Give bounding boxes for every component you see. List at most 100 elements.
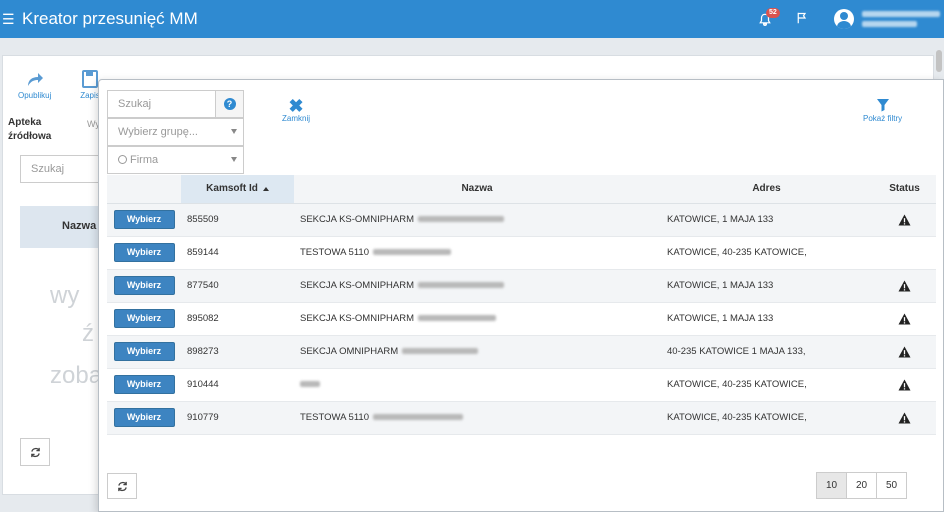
address-cell: KATOWICE, 1 MAJA 133 [660, 269, 873, 303]
name-cell: SEKCJA OMNIPHARM [294, 335, 660, 369]
status-cell [873, 236, 936, 270]
help-button[interactable]: ? [215, 90, 244, 118]
filter-icon [876, 99, 889, 112]
status-cell [873, 203, 936, 237]
select-cell: Wybierz [107, 302, 181, 336]
select-button[interactable]: Wybierz [113, 276, 175, 295]
flag-icon[interactable] [796, 12, 812, 27]
table-row: Wybierz 910779 TESTOWA 5110 KATOWICE, 40-23… [107, 401, 936, 435]
save-button[interactable]: Zapis [80, 70, 100, 100]
select-cell: Wybierz [107, 203, 181, 237]
pharmacy-picker-modal: Szukaj ? Wybierz grupę... Firma ✖ Zamkni… [98, 79, 944, 512]
background-small-label: Wy [87, 119, 100, 129]
select-button[interactable]: Wybierz [113, 342, 175, 361]
table-row: Wybierz 855509 SEKCJA KS-OMNIPHARM KATOWICE… [107, 203, 936, 237]
show-filters-button[interactable]: Pokaż filtry [863, 98, 902, 123]
warning-icon [898, 345, 911, 358]
redacted-name [418, 216, 505, 223]
background-empty-text-3: zoba [50, 362, 103, 389]
background-refresh-button[interactable] [20, 438, 50, 466]
select-button[interactable]: Wybierz [113, 243, 175, 262]
modal-refresh-button[interactable] [107, 473, 137, 499]
select-cell: Wybierz [107, 236, 181, 270]
warning-icon [898, 213, 911, 226]
redacted-name [418, 315, 497, 322]
status-cell [873, 269, 936, 303]
save-icon [82, 70, 98, 88]
redacted-name [373, 414, 463, 421]
background-name-header[interactable]: Nazwa [20, 206, 110, 248]
group-select[interactable]: Wybierz grupę... [107, 118, 244, 146]
warning-icon [898, 279, 911, 292]
close-button[interactable]: ✖ Zamknij [282, 96, 311, 123]
table-row: Wybierz 910444 KATOWICE, 40-235 KATOWICE, [107, 368, 936, 402]
name-column-header[interactable]: Nazwa [294, 175, 660, 204]
refresh-icon [30, 447, 40, 457]
status-cell [873, 401, 936, 435]
firm-select[interactable]: Firma [107, 146, 244, 174]
sort-ascending-icon [262, 186, 269, 191]
address-column-header[interactable]: Adres [660, 175, 873, 204]
table-header-row: Kamsoft Id Nazwa Adres Status [107, 175, 936, 204]
search-icon [118, 155, 127, 164]
modal-search-input[interactable]: Szukaj [107, 90, 216, 118]
user-name-redacted[interactable] [862, 6, 940, 32]
status-cell [873, 368, 936, 402]
kamsoft-id-cell: 910779 [181, 401, 294, 435]
name-cell: TESTOWA 5110 [294, 401, 660, 435]
redacted-name [300, 381, 320, 388]
select-button[interactable]: Wybierz [113, 375, 175, 394]
status-column-header[interactable]: Status [873, 175, 936, 204]
avatar[interactable] [834, 9, 854, 29]
kamsoft-id-column-header[interactable]: Kamsoft Id [181, 175, 294, 204]
page-scrollbar[interactable] [936, 50, 942, 72]
page-size-20[interactable]: 20 [846, 472, 877, 499]
menu-icon[interactable]: ☰ [2, 10, 15, 27]
select-button[interactable]: Wybierz [113, 309, 175, 328]
select-cell: Wybierz [107, 368, 181, 402]
warning-icon [898, 411, 911, 424]
status-cell [873, 302, 936, 336]
background-search-input[interactable]: Szukaj [20, 155, 110, 183]
page-size-50[interactable]: 50 [876, 472, 907, 499]
address-cell: KATOWICE, 1 MAJA 133 [660, 302, 873, 336]
select-button[interactable]: Wybierz [113, 210, 175, 229]
close-icon: ✖ [288, 96, 304, 116]
warning-icon [898, 312, 911, 325]
share-icon [27, 73, 43, 86]
select-cell: Wybierz [107, 335, 181, 369]
name-cell: SEKCJA KS-OMNIPHARM [294, 203, 660, 237]
address-cell: KATOWICE, 40-235 KATOWICE, [660, 236, 873, 270]
table-row: Wybierz 859144 TESTOWA 5110 KATOWICE, 40-23… [107, 236, 936, 270]
warning-icon [898, 378, 911, 391]
select-cell: Wybierz [107, 401, 181, 435]
name-cell [294, 368, 660, 402]
kamsoft-id-cell: 898273 [181, 335, 294, 369]
name-cell: TESTOWA 5110 [294, 236, 660, 270]
redacted-name [402, 348, 479, 355]
background-empty-text-1: wy [50, 282, 80, 309]
publish-button[interactable]: Opublikuj [18, 70, 51, 100]
chevron-down-icon [231, 129, 237, 134]
notifications-bell-icon[interactable]: 52 [758, 8, 780, 29]
page-size-10[interactable]: 10 [816, 472, 847, 499]
kamsoft-id-cell: 895082 [181, 302, 294, 336]
address-cell: 40-235 KATOWICE 1 MAJA 133, [660, 335, 873, 369]
address-cell: KATOWICE, 1 MAJA 133 [660, 203, 873, 237]
table-row: Wybierz 895082 SEKCJA KS-OMNIPHARM KATOWICE… [107, 302, 936, 336]
kamsoft-id-cell: 855509 [181, 203, 294, 237]
redacted-name [373, 249, 451, 256]
kamsoft-id-cell: 910444 [181, 368, 294, 402]
address-cell: KATOWICE, 40-235 KATOWICE, [660, 401, 873, 435]
notification-count-badge: 52 [766, 8, 780, 18]
pharmacy-table: Kamsoft Id Nazwa Adres Status Wybierz 855… [107, 175, 936, 435]
select-cell: Wybierz [107, 269, 181, 303]
select-button[interactable]: Wybierz [113, 408, 175, 427]
kamsoft-id-cell: 877540 [181, 269, 294, 303]
page-size-selector: 10 20 50 [816, 472, 907, 499]
select-column-header [107, 175, 181, 204]
table-row: Wybierz 877540 SEKCJA KS-OMNIPHARM KATOWICE… [107, 269, 936, 303]
address-cell: KATOWICE, 40-235 KATOWICE, [660, 368, 873, 402]
source-pharmacy-label: Apteka źródłowa [8, 117, 52, 142]
redacted-name [418, 282, 505, 289]
